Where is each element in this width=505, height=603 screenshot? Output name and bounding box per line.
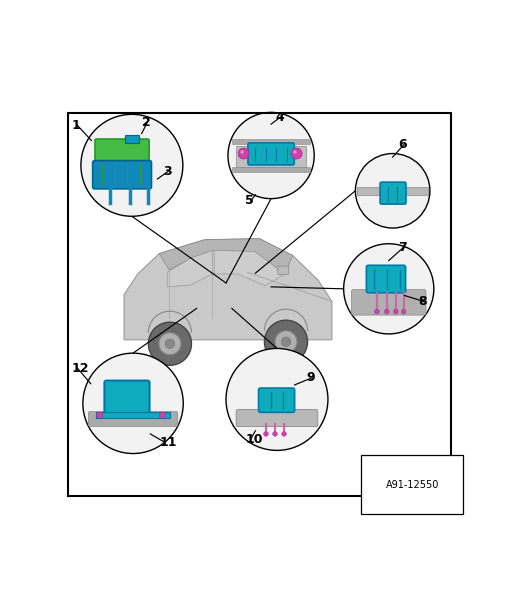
Text: 1: 1 xyxy=(72,119,80,132)
Circle shape xyxy=(393,309,397,314)
Text: A91-12550: A91-12550 xyxy=(385,479,438,490)
FancyBboxPatch shape xyxy=(92,160,151,189)
Text: 3: 3 xyxy=(163,165,171,178)
Text: 2: 2 xyxy=(141,116,150,129)
Circle shape xyxy=(227,112,314,198)
Circle shape xyxy=(148,322,191,365)
FancyBboxPatch shape xyxy=(351,289,425,315)
Circle shape xyxy=(343,244,433,334)
FancyBboxPatch shape xyxy=(277,266,288,274)
Circle shape xyxy=(374,309,379,314)
Circle shape xyxy=(238,148,248,159)
Circle shape xyxy=(165,339,174,349)
Text: 4: 4 xyxy=(275,110,283,124)
Circle shape xyxy=(281,337,290,347)
Text: 9: 9 xyxy=(306,371,315,384)
Bar xyxy=(125,136,139,142)
Bar xyxy=(231,167,310,172)
Text: 7: 7 xyxy=(397,241,406,254)
Circle shape xyxy=(281,432,286,437)
Circle shape xyxy=(290,148,301,159)
Text: 11: 11 xyxy=(160,436,177,449)
Text: 12: 12 xyxy=(72,362,89,374)
Circle shape xyxy=(264,320,307,364)
Circle shape xyxy=(355,154,429,228)
Circle shape xyxy=(384,309,388,314)
Circle shape xyxy=(226,349,327,450)
Bar xyxy=(231,139,310,144)
FancyBboxPatch shape xyxy=(104,380,149,415)
Circle shape xyxy=(263,432,268,437)
Text: 10: 10 xyxy=(245,432,262,446)
FancyBboxPatch shape xyxy=(258,388,294,412)
Bar xyxy=(95,412,170,418)
FancyBboxPatch shape xyxy=(247,143,293,165)
Polygon shape xyxy=(214,250,284,286)
Circle shape xyxy=(96,412,103,418)
Text: 8: 8 xyxy=(417,295,426,308)
Circle shape xyxy=(159,412,165,418)
Polygon shape xyxy=(124,239,331,340)
Circle shape xyxy=(81,115,182,216)
Text: 5: 5 xyxy=(245,195,254,207)
Bar xyxy=(235,146,306,167)
Text: 6: 6 xyxy=(398,138,407,151)
FancyBboxPatch shape xyxy=(88,412,177,426)
FancyBboxPatch shape xyxy=(95,139,149,165)
Polygon shape xyxy=(167,250,212,287)
Circle shape xyxy=(159,333,181,355)
FancyBboxPatch shape xyxy=(236,409,317,426)
Circle shape xyxy=(272,432,277,437)
FancyBboxPatch shape xyxy=(366,265,405,292)
Circle shape xyxy=(240,150,243,154)
Circle shape xyxy=(274,331,296,353)
Circle shape xyxy=(83,353,183,453)
Polygon shape xyxy=(159,239,292,274)
Circle shape xyxy=(400,309,405,314)
Circle shape xyxy=(293,150,296,154)
Bar xyxy=(357,187,427,195)
FancyBboxPatch shape xyxy=(379,182,405,204)
